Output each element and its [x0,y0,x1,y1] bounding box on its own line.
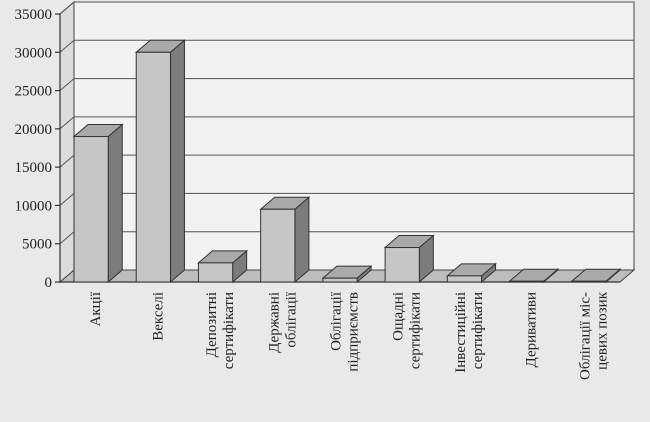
x-tick-label-line: Деривативи [524,292,540,367]
bar-front [197,262,234,283]
bar-front [446,275,483,283]
gridline-side [59,116,75,130]
x-tick-label-line: Інвестиційні [453,292,469,373]
x-tick-label: Ощадні сертифікати [391,292,424,369]
x-tick-label: Акції [88,291,104,326]
side-wall [59,0,75,284]
y-tick-label: 25000 [15,84,53,100]
bar [508,268,560,284]
x-tick-label-line: сертифікати [221,292,237,369]
x-axis-labels: Акції Векселі Депозитні сертифікати Державні… [88,291,610,380]
x-tick-label-line: Облігації міс- [577,292,593,380]
bar [134,39,186,284]
y-tick-label: 30000 [15,45,53,61]
bar-side [107,123,123,284]
x-tick-label-line: сертифікати [408,292,424,369]
x-tick-label-line: Векселі [150,292,166,341]
x-tick-label-line: Державні [266,292,282,353]
x-tick-label-line: сертифікати [470,292,486,369]
bar-front [135,51,171,283]
bar [321,265,373,284]
y-tick-label: 20000 [15,122,53,138]
bar-side [169,39,185,284]
x-tick-label-line: облігації [283,291,299,347]
bars [72,39,622,284]
gridline-side [59,39,75,53]
x-tick-label: Державні облігації [266,291,299,353]
gridline-side [59,193,75,206]
x-tick-label: Облігації міс-цевих позик [577,291,610,380]
y-tick-label: 10000 [15,198,53,214]
bar-front [384,247,420,283]
bar [197,249,249,284]
gridline-side [59,1,75,15]
bar [383,234,435,284]
x-tick-label: Облігації підприємств [329,291,362,371]
x-tick-label-line: підприємств [346,292,362,372]
x-tick-label-line: цевих позик [594,291,610,370]
gridline-side [59,78,75,91]
x-tick-label: Векселі [150,292,166,341]
y-tick-label: 35000 [15,7,53,23]
bar [445,262,497,284]
x-tick-label: Інвестиційні сертифікати [453,292,486,373]
gridline-side [59,231,75,245]
x-tick-label: Депозитні сертифікати [204,292,237,369]
x-tick-label-line: Облігації [329,291,345,351]
x-tick-label-line: Акції [88,291,104,326]
bar-front [509,280,545,283]
y-tick-label: 15000 [15,160,53,176]
x-tick-label-line: Депозитні [204,292,220,357]
bar-front [260,208,296,283]
bar-front [571,280,607,283]
bar [570,268,622,284]
x-tick-label: Деривативи [524,292,540,367]
bar-front [73,136,109,283]
gridline-side [59,154,75,168]
y-tick-label: 0 [45,275,53,291]
bar [259,196,311,284]
y-tick-label: 5000 [22,237,52,253]
bar [72,123,124,284]
bar-front [322,277,358,283]
x-tick-label-line: Ощадні [391,292,407,341]
bar-side [294,196,310,284]
